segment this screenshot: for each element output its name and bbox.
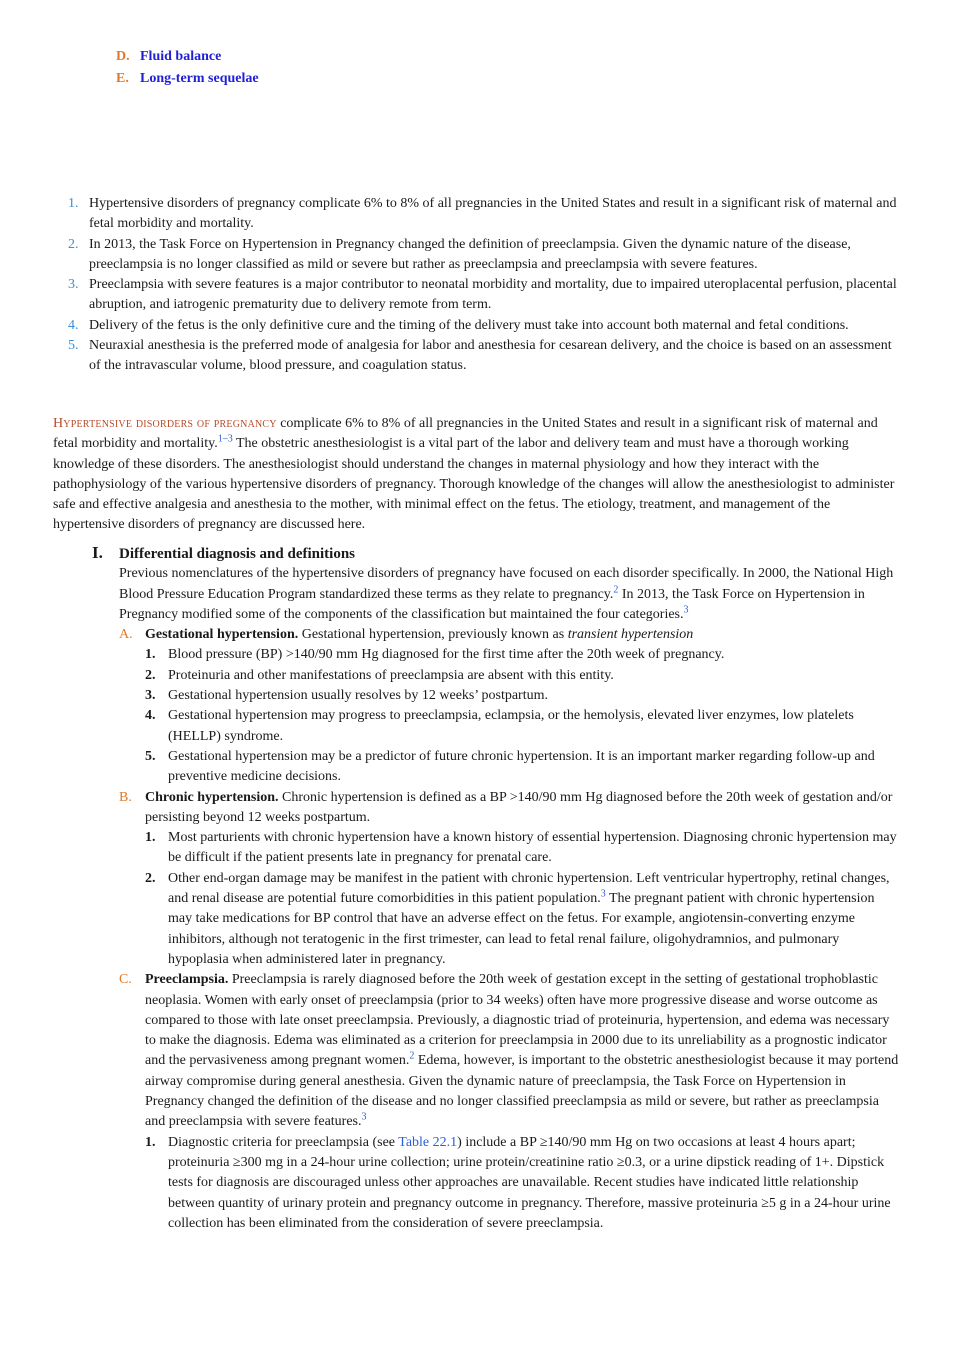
list-item: 1. Blood pressure (BP) >140/90 mm Hg diag…: [145, 647, 725, 663]
chapter-outline: D. Fluid balance E. Long-term sequelae: [116, 46, 259, 90]
citation-link[interactable]: 3: [600, 888, 606, 900]
key-points-list: 1. Hypertensive disorders of pregnancy co…: [68, 194, 898, 377]
list-item: 2. Other end-organ damage may be manifest…: [145, 870, 890, 967]
subsection-chronic-hypertension: B. Chronic hypertension. Chronic hyperten…: [119, 789, 893, 825]
section-body: Previous nomenclatures of the hypertensi…: [119, 566, 894, 622]
subsection-gestational-hypertension: A. Gestational hypertension. Gestational …: [119, 627, 694, 643]
list-item: 4. Gestational hypertension may progress …: [145, 708, 854, 744]
section-heading: I. Differential diagnosis and definitions: [92, 543, 356, 562]
outline-item-fluid-balance[interactable]: D. Fluid balance: [116, 49, 222, 64]
key-point: 2. In 2013, the Task Force on Hypertensio…: [68, 236, 851, 272]
citation-link[interactable]: 3: [361, 1111, 367, 1123]
citation-link[interactable]: 1–3: [217, 433, 233, 445]
intro-lead: Hypertensive disorders of pregnancy: [53, 416, 277, 431]
subsection-preeclampsia: C. Preeclampsia. Preeclampsia is rarely d…: [119, 972, 899, 1130]
key-point: 3. Preeclampsia with severe features is a…: [68, 277, 897, 313]
list-item: 1. Diagnostic criteria for preeclampsia (…: [145, 1134, 891, 1231]
section-differential-diagnosis: I. Differential diagnosis and definitions…: [92, 543, 902, 1234]
key-point: 1. Hypertensive disorders of pregnancy co…: [68, 196, 897, 232]
citation-link[interactable]: 2: [613, 583, 619, 595]
table-link[interactable]: Table 22.1: [398, 1134, 458, 1150]
list-item: 2. Proteinuria and other manifestations o…: [145, 667, 614, 683]
citation-link[interactable]: 2: [409, 1050, 415, 1062]
list-item: 1. Most parturients with chronic hyperten…: [145, 830, 897, 866]
list-item: 3. Gestational hypertension usually resol…: [145, 688, 548, 704]
list-item: 5. Gestational hypertension may be a pred…: [145, 748, 875, 785]
citation-link[interactable]: 3: [683, 604, 689, 616]
outline-item-long-term-sequelae[interactable]: E. Long-term sequelae: [116, 71, 259, 86]
key-point: 4. Delivery of the fetus is the only defi…: [68, 317, 849, 333]
intro-paragraph: Hypertensive disorders of pregnancy comp…: [53, 416, 895, 533]
key-point: 5. Neuraxial anesthesia is the preferred …: [68, 338, 892, 374]
